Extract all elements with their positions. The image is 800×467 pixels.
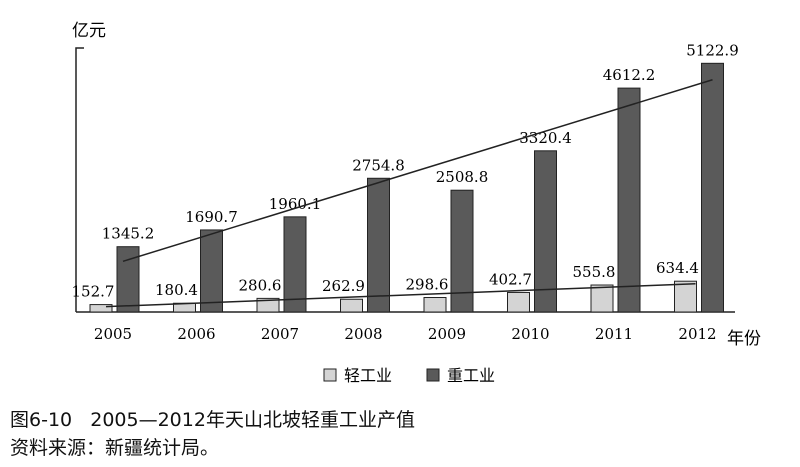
bar-light-2010: [507, 291, 530, 313]
bar-light-2008: [340, 298, 363, 313]
bar-heavy-2009: [450, 189, 474, 313]
data-label-light-2012: 634.4: [656, 259, 699, 277]
legend-label-light: 轻工业: [344, 366, 392, 385]
x-tick-label-2012: 2012: [678, 325, 716, 343]
data-label-heavy-2012: 5122.9: [686, 41, 739, 59]
data-label-light-2011: 555.8: [573, 263, 616, 281]
data-label-light-2008: 262.9: [322, 277, 365, 295]
bar-heavy-2011: [617, 87, 641, 313]
x-tick-label-2008: 2008: [344, 325, 382, 343]
bar-heavy-2006: [200, 229, 223, 313]
bar-light-2009: [423, 297, 447, 313]
bar-heavy-2007: [283, 216, 307, 313]
legend: 轻工业 重工业: [323, 366, 495, 385]
legend-swatch-heavy: [426, 368, 440, 382]
data-label-light-2005: 152.7: [72, 283, 115, 301]
y-axis-label: 亿元: [72, 21, 106, 41]
bar-light-2007: [256, 297, 280, 313]
data-label-heavy-2010: 3320.4: [519, 129, 572, 147]
bar-light-2012: [674, 280, 697, 313]
x-tick-label-2006: 2006: [177, 325, 215, 343]
x-axis-label: 年份: [727, 329, 761, 349]
data-label-heavy-2007: 1960.1: [269, 195, 322, 213]
data-label-light-2006: 180.4: [155, 281, 198, 299]
y-axis-line: [75, 47, 84, 312]
trendline-heavy: [122, 79, 713, 263]
x-tick-label-2010: 2010: [511, 325, 549, 343]
figure-caption: 图6-10 2005—2012年天山北坡轻重工业产值: [10, 409, 415, 431]
bar-heavy-2005: [116, 246, 140, 313]
x-tick-label-2011: 2011: [595, 325, 633, 343]
bar-light-2005: [89, 304, 113, 313]
x-tick-label-2007: 2007: [261, 325, 299, 343]
trendline-light: [105, 283, 696, 308]
data-label-heavy-2006: 1690.7: [185, 208, 238, 226]
legend-swatch-light: [323, 368, 337, 382]
x-tick-label-2005: 2005: [94, 325, 132, 343]
data-label-heavy-2008: 2754.8: [352, 156, 405, 174]
bar-heavy-2008: [367, 177, 390, 313]
data-label-heavy-2005: 1345.2: [102, 225, 155, 243]
source-note: 资料来源：新疆统计局。: [10, 437, 220, 459]
legend-label-heavy: 重工业: [447, 366, 495, 385]
data-label-light-2010: 402.7: [489, 270, 532, 288]
x-tick-label-2009: 2009: [428, 325, 466, 343]
data-label-light-2009: 298.6: [406, 276, 449, 294]
bar-light-2011: [590, 284, 614, 313]
bar-chart: 亿元 152.7 1345.2 180.4 1690.7 280.6 1960.1 262.…: [72, 21, 761, 385]
bar-heavy-2010: [534, 150, 557, 313]
data-label-heavy-2011: 4612.2: [603, 66, 656, 84]
data-label-heavy-2009: 2508.8: [436, 168, 489, 186]
data-label-light-2007: 280.6: [239, 276, 282, 294]
bar-heavy-2012: [701, 62, 724, 313]
